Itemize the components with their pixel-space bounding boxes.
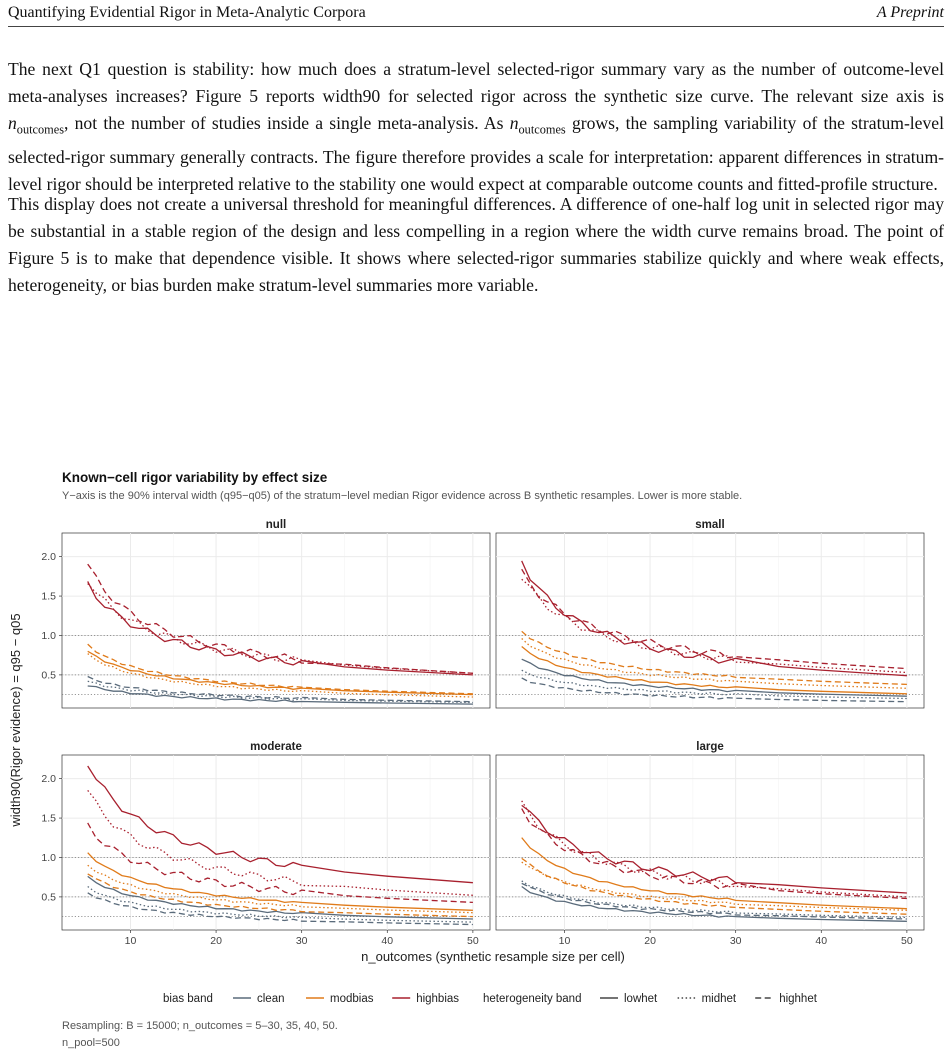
series-line-large-highbias-lowhet — [521, 804, 907, 894]
p1-var-n-2: n — [509, 113, 519, 133]
p1-text-a: The next Q1 question is stability: how m… — [8, 59, 944, 106]
header-preprint-label: A Preprint — [876, 4, 944, 21]
series-line-large-modbias-lowhet — [521, 837, 907, 910]
p1-var-n: n — [8, 113, 17, 133]
series-line-small-highbias-highhet — [521, 568, 907, 670]
series-line-moderate-highbias-lowhet — [87, 765, 473, 884]
p1-text-b: , not the number of studies inside a sin… — [64, 113, 510, 133]
facet-strip-small: small — [695, 519, 724, 531]
x-tick-label: 50 — [467, 935, 479, 947]
header-title: Quantifying Evidential Rigor in Meta-Ana… — [8, 4, 366, 21]
panel-frame-null — [61, 532, 491, 709]
faceted-line-chart: null 0.5 1.0 1.5 2.0 small moderate 0.5 1.0 1.5 2.… — [8, 519, 925, 1005]
legend-label-clean: clean — [257, 993, 285, 1005]
series-line-large-clean-highhet — [521, 882, 907, 920]
series-line-moderate-clean-highhet — [87, 892, 473, 926]
series-line-null-modbias-lowhet — [87, 650, 473, 696]
p1-text-c: grows, the sampling variability of the s… — [8, 113, 944, 194]
p1-sub-outcomes-2: outcomes — [518, 122, 566, 137]
series-line-small-modbias-midhet — [521, 638, 907, 689]
panel-frame-moderate — [61, 754, 491, 931]
series-line-moderate-clean-midhet — [87, 885, 473, 923]
legend-label-modbias: modbias — [330, 993, 374, 1005]
y-tick-label: 1.0 — [41, 852, 56, 864]
x-tick-label: 10 — [559, 935, 571, 947]
panel-frame-large — [495, 754, 925, 931]
x-tick-label: 40 — [381, 935, 393, 947]
series-line-moderate-modbias-highhet — [87, 873, 473, 918]
legend-label-lowhet: lowhet — [624, 993, 658, 1005]
figure-5: Known−cell rigor variability by effect s… — [0, 470, 952, 1055]
series-line-small-clean-midhet — [521, 669, 907, 700]
x-tick-label: 30 — [296, 935, 308, 947]
series-line-large-modbias-midhet — [521, 861, 907, 911]
series-line-null-modbias-midhet — [87, 653, 473, 698]
series-line-large-highbias-highhet — [521, 808, 907, 900]
header-rule — [8, 26, 944, 27]
x-tick-label: 40 — [815, 935, 827, 947]
y-tick-label: 2.0 — [41, 773, 56, 785]
p1-sub-outcomes: outcomes — [16, 122, 64, 137]
x-tick-label: 20 — [210, 935, 222, 947]
legend-label-highhet: highhet — [779, 993, 818, 1005]
series-line-large-clean-midhet — [521, 880, 907, 919]
running-head: Quantifying Evidential Rigor in Meta-Ana… — [8, 4, 944, 28]
series-line-moderate-modbias-lowhet — [87, 852, 473, 911]
facet-strip-moderate: moderate — [250, 741, 302, 753]
y-tick-label: 1.5 — [41, 813, 56, 825]
series-line-large-modbias-highhet — [521, 857, 907, 915]
series-line-null-highbias-highhet — [87, 563, 473, 674]
legend-bias-title: bias band — [163, 993, 213, 1005]
y-tick-label: 2.0 — [41, 551, 56, 563]
y-tick-label: 1.5 — [41, 591, 56, 603]
series-line-small-highbias-midhet — [521, 578, 907, 674]
paragraph-stability: The next Q1 question is stability: how m… — [8, 56, 944, 198]
series-line-null-clean-highhet — [87, 675, 473, 703]
figure-subtitle: Y−axis is the 90% interval width (q95−q0… — [62, 490, 743, 502]
series-line-moderate-modbias-midhet — [87, 864, 473, 914]
series-line-null-clean-lowhet — [87, 685, 473, 705]
series-line-large-clean-lowhet — [521, 885, 907, 922]
y-tick-label: 0.5 — [41, 891, 56, 903]
series-line-small-clean-highhet — [521, 677, 907, 703]
figure-caption-resampling: Resampling: B = 15000; n_outcomes = 5–30… — [62, 1020, 338, 1032]
legend-label-highbias: highbias — [416, 993, 459, 1005]
figure-title: Known−cell rigor variability by effect s… — [62, 470, 328, 485]
y-tick-label: 1.0 — [41, 630, 56, 642]
legend-label-midhet: midhet — [702, 993, 737, 1005]
x-tick-label: 50 — [901, 935, 913, 947]
series-line-small-modbias-lowhet — [521, 645, 907, 695]
series-line-small-modbias-highhet — [521, 630, 907, 686]
series-line-moderate-highbias-highhet — [87, 822, 473, 904]
facet-strip-large: large — [696, 741, 724, 753]
facet-strip-null: null — [266, 519, 286, 531]
x-tick-label: 10 — [125, 935, 137, 947]
paragraph-threshold: This display does not create a universal… — [8, 194, 944, 295]
x-tick-label: 30 — [730, 935, 742, 947]
series-line-null-clean-midhet — [87, 680, 473, 704]
x-tick-label: 20 — [644, 935, 656, 947]
series-line-null-modbias-highhet — [87, 643, 473, 695]
y-axis-title: width90(Rigor evidence) = q95 − q05 — [8, 613, 23, 827]
series-line-moderate-highbias-midhet — [87, 789, 473, 896]
legend-het-title: heterogeneity band — [483, 993, 581, 1005]
series-line-moderate-clean-lowhet — [87, 875, 473, 920]
x-axis-title: n_outcomes (synthetic resample size per … — [361, 949, 625, 964]
figure-caption-pool: n_pool=500 — [62, 1037, 120, 1049]
y-tick-label: 0.5 — [41, 669, 56, 681]
series-line-small-clean-lowhet — [521, 658, 907, 697]
